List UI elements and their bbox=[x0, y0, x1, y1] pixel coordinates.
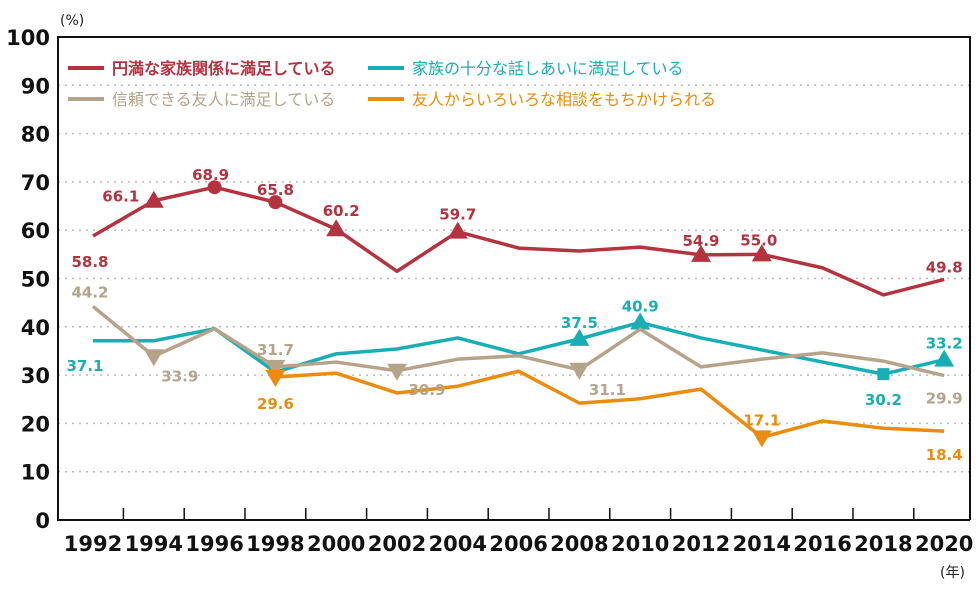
x-tick-label: 2016 bbox=[793, 532, 851, 556]
data-label: 59.7 bbox=[439, 206, 476, 224]
legend: 円満な家族関係に満足している 家族の十分な話しあいに満足している信頼できる友人に満… bbox=[68, 59, 716, 109]
data-point-square bbox=[877, 368, 890, 381]
data-label: 37.1 bbox=[66, 357, 103, 375]
data-label: 40.9 bbox=[622, 297, 659, 315]
y-tick-label: 0 bbox=[35, 509, 50, 533]
legend-label: 友人からいろいろな相談をもちかけられる bbox=[412, 90, 716, 109]
x-tick-label: 2000 bbox=[307, 532, 365, 556]
legend-label: 家族の十分な話しあいに満足している bbox=[412, 59, 684, 78]
data-label: 29.9 bbox=[926, 390, 963, 408]
y-tick-label: 40 bbox=[21, 316, 50, 340]
y-axis-ticks: 0 10 20 30 40 50 60 70 80 90 100 bbox=[6, 26, 50, 533]
x-tick-label: 1996 bbox=[185, 532, 243, 556]
data-label: 29.6 bbox=[257, 395, 294, 413]
series-0 bbox=[92, 180, 945, 297]
series-line bbox=[93, 320, 945, 376]
data-label: 31.1 bbox=[589, 381, 626, 399]
data-point-triangle-up bbox=[447, 221, 468, 239]
data-labels: 58.8 66.1 68.9 65.8 60.2 59.7 54.9 55.0 49.8 37.1… bbox=[66, 166, 962, 464]
x-tick-label: 2020 bbox=[915, 532, 973, 556]
data-label: 30.2 bbox=[865, 391, 902, 409]
data-point-triangle-up bbox=[630, 312, 651, 330]
x-tick-label: 2010 bbox=[611, 532, 669, 556]
gridlines bbox=[57, 36, 971, 521]
data-label: 66.1 bbox=[102, 188, 139, 206]
data-label: 55.0 bbox=[740, 231, 777, 249]
data-point-circle bbox=[207, 180, 222, 195]
legend-item: 円満な家族関係に満足している bbox=[68, 59, 336, 78]
x-axis-ticks: 1992 1994 1996 1998 2000 2002 2004 2006 2008 2010… bbox=[64, 508, 973, 556]
y-axis-unit: (%) bbox=[60, 13, 84, 29]
legend-item: 友人からいろいろな相談をもちかけられる bbox=[368, 90, 716, 109]
data-point-triangle-down bbox=[569, 362, 590, 380]
data-label: 58.8 bbox=[71, 253, 108, 271]
y-tick-label: 70 bbox=[21, 171, 50, 195]
data-label: 33.9 bbox=[161, 367, 198, 385]
x-tick-label: 2018 bbox=[854, 532, 912, 556]
legend-label: 信頼できる友人に満足している bbox=[112, 90, 335, 109]
data-label: 44.2 bbox=[71, 284, 108, 302]
data-label: 49.8 bbox=[926, 258, 963, 276]
data-label: 30.9 bbox=[408, 381, 445, 399]
x-tick-label: 2014 bbox=[733, 532, 791, 556]
series-group bbox=[91, 180, 955, 448]
y-tick-label: 100 bbox=[6, 26, 50, 50]
x-tick-label: 1994 bbox=[125, 532, 183, 556]
data-point-triangle-down bbox=[387, 363, 407, 381]
x-axis-unit: (年) bbox=[940, 565, 965, 581]
data-point-triangle-down bbox=[265, 370, 286, 388]
x-tick-label: 2012 bbox=[672, 532, 730, 556]
data-point-triangle-up bbox=[143, 190, 164, 208]
x-tick-label: 2004 bbox=[429, 532, 487, 556]
x-tick-label: 2008 bbox=[550, 532, 608, 556]
series-2 bbox=[91, 305, 945, 381]
y-tick-label: 80 bbox=[21, 123, 50, 147]
x-tick-label: 2006 bbox=[489, 532, 547, 556]
data-label: 68.9 bbox=[192, 166, 229, 184]
data-label: 60.2 bbox=[323, 202, 360, 220]
data-label: 65.8 bbox=[257, 181, 294, 199]
data-point-triangle-down bbox=[751, 430, 772, 448]
y-tick-label: 60 bbox=[21, 219, 50, 243]
data-label: 37.5 bbox=[561, 314, 598, 332]
data-point-triangle-up bbox=[751, 244, 772, 262]
data-point-triangle-up bbox=[934, 349, 955, 367]
x-tick-label: 2002 bbox=[368, 532, 426, 556]
y-tick-label: 50 bbox=[21, 268, 50, 292]
data-label: 31.7 bbox=[257, 341, 294, 359]
data-point-triangle-down bbox=[265, 359, 286, 377]
legend-item: 家族の十分な話しあいに満足している bbox=[368, 59, 684, 78]
data-label: 54.9 bbox=[682, 232, 719, 250]
y-tick-label: 10 bbox=[21, 461, 50, 485]
x-tick-label: 1992 bbox=[64, 532, 122, 556]
y-tick-label: 90 bbox=[21, 74, 50, 98]
data-point-triangle-down bbox=[143, 349, 164, 367]
y-tick-label: 30 bbox=[21, 364, 50, 388]
series-1 bbox=[92, 312, 955, 381]
data-point-circle bbox=[268, 195, 283, 210]
legend-label: 円満な家族関係に満足している bbox=[112, 59, 336, 78]
series-line bbox=[91, 305, 945, 378]
x-tick-label: 1998 bbox=[246, 532, 304, 556]
legend-item: 信頼できる友人に満足している bbox=[68, 90, 335, 109]
data-label: 18.4 bbox=[926, 446, 963, 464]
data-label: 17.1 bbox=[743, 411, 780, 429]
y-tick-label: 20 bbox=[21, 412, 50, 436]
data-point-triangle-up bbox=[326, 219, 347, 237]
plot-frame bbox=[57, 36, 971, 521]
series-3 bbox=[265, 369, 945, 448]
data-label: 33.2 bbox=[926, 335, 963, 353]
data-point-triangle-up bbox=[569, 328, 590, 346]
data-point-triangle-up bbox=[691, 244, 711, 262]
series-line bbox=[275, 369, 945, 440]
